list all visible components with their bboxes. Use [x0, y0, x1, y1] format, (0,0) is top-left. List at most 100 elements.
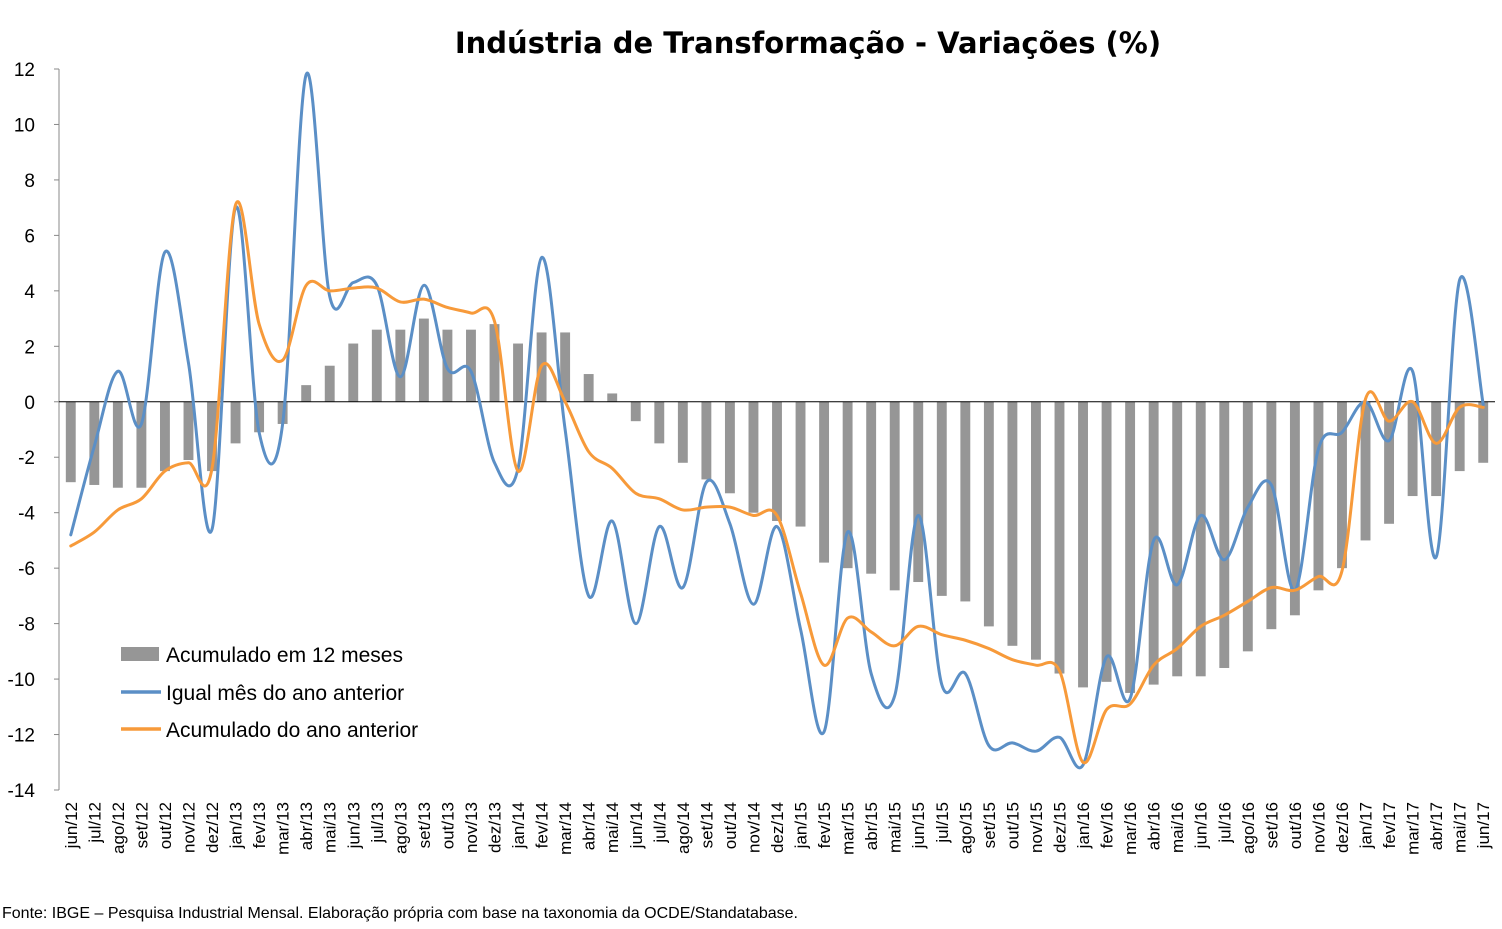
bar-dez-15: [1054, 401, 1065, 674]
x-tick-label: nov/12: [179, 802, 198, 853]
x-tick-label: ago/16: [1239, 802, 1258, 854]
y-tick-label: -8: [18, 615, 35, 636]
x-tick-label: set/12: [132, 802, 151, 848]
bar-out-15: [1007, 401, 1018, 646]
x-tick-label: set/14: [697, 802, 716, 848]
chart-title: Indústria de Transformação - Variações (…: [455, 26, 1161, 60]
y-tick-label: 2: [24, 337, 35, 358]
y-tick-label: -2: [18, 448, 35, 469]
x-tick-label: jul/12: [85, 802, 104, 844]
x-tick-label: ago/14: [674, 802, 693, 854]
y-tick-label: 6: [24, 226, 35, 247]
bar-set-14: [701, 401, 712, 480]
x-axis-ticks: jun/12 jul/12 ago/12 set/12 out/12 nov/12 dez/…: [62, 802, 1493, 855]
bar-mai-13: [324, 365, 335, 402]
bar-jun-17: [1478, 401, 1489, 463]
x-tick-label: mai/15: [886, 802, 905, 853]
x-tick-label: mai/16: [1168, 802, 1187, 853]
x-tick-label: jul/14: [650, 802, 669, 844]
x-tick-label: nov/14: [744, 802, 763, 853]
x-tick-label: fev/16: [1098, 802, 1117, 848]
bar-fev-17: [1384, 401, 1395, 524]
bar-fev-16: [1101, 401, 1112, 682]
x-tick-label: jan/14: [509, 802, 528, 849]
bar-jan-14: [513, 343, 523, 402]
x-tick-label: abr/15: [862, 802, 881, 850]
bar-dez-16: [1337, 401, 1347, 569]
y-tick-label: 0: [24, 393, 35, 414]
bar-nov-13: [466, 329, 476, 402]
bar-jan-15: [795, 401, 806, 527]
x-tick-label: mai/17: [1451, 802, 1470, 853]
bar-mai-16: [1172, 401, 1183, 677]
line-igual-mes-ano-anterior: [69, 71, 1485, 770]
legend: Acumulado em 12 meses Igual mês do ano an…: [121, 644, 418, 742]
x-tick-label: dez/13: [486, 802, 505, 853]
x-tick-label: jan/15: [792, 802, 811, 849]
x-tick-label: abr/16: [1145, 802, 1164, 850]
x-tick-label: mar/14: [556, 802, 575, 855]
y-axis-ticks: 12 10 8 6 4 2 0 -2 -4 -6 -8 -10 -12 -14: [8, 60, 59, 802]
x-tick-label: dez/16: [1333, 802, 1352, 853]
bar-jan-16: [1078, 401, 1088, 688]
x-tick-label: jul/15: [933, 802, 952, 844]
bar-jun-15: [913, 401, 924, 583]
x-tick-label: jun/13: [344, 802, 363, 849]
x-tick-label: set/16: [1262, 802, 1281, 848]
y-tick-label: -12: [8, 726, 35, 747]
y-tick-label: -10: [8, 670, 35, 691]
y-tick-label: 4: [24, 282, 35, 303]
bar-mar-15: [842, 401, 853, 569]
bar-jul-14: [654, 401, 665, 444]
bar-nov-15: [1031, 401, 1041, 660]
x-tick-label: out/14: [721, 802, 740, 849]
legend-swatch-bar: [121, 647, 159, 661]
bar-out-14: [724, 401, 735, 494]
bar-mai-17: [1454, 401, 1465, 472]
x-tick-label: jun/17: [1474, 802, 1493, 849]
x-tick-label: fev/17: [1380, 802, 1399, 848]
bar-jun-13: [348, 343, 359, 402]
bar-abr-17: [1431, 401, 1442, 497]
bar-dez-12: [207, 401, 217, 472]
series-lines: [69, 71, 1485, 770]
bar-set-13: [418, 318, 429, 402]
x-tick-label: mar/17: [1404, 802, 1423, 855]
x-tick-label: jul/16: [1215, 802, 1234, 844]
x-tick-label: dez/14: [768, 802, 787, 853]
x-tick-label: fev/13: [250, 802, 269, 848]
bar-dez-14: [772, 401, 782, 522]
y-tick-label: -6: [18, 559, 35, 580]
bar-fev-13: [254, 401, 265, 433]
x-tick-label: jun/14: [627, 802, 646, 849]
bar-jul-15: [936, 401, 947, 596]
source-note: Fonte: IBGE – Pesquisa Industrial Mensal…: [2, 905, 798, 922]
x-tick-label: jan/13: [227, 802, 246, 849]
bar-out-12: [159, 401, 170, 472]
bar-jul-16: [1219, 401, 1230, 668]
x-tick-label: jul/13: [368, 802, 387, 844]
bar-jul-13: [371, 329, 382, 402]
bar-jan-17: [1360, 401, 1371, 541]
bar-set-16: [1266, 401, 1277, 630]
bar-set-15: [983, 401, 994, 627]
x-tick-label: jan/16: [1074, 802, 1093, 849]
x-tick-label: out/12: [156, 802, 175, 849]
bar-nov-16: [1313, 401, 1324, 591]
bar-jan-13: [230, 401, 241, 444]
y-tick-label: -14: [8, 781, 36, 802]
y-tick-label: 12: [14, 60, 35, 81]
x-tick-label: jun/16: [1192, 802, 1211, 849]
x-tick-label: ago/13: [391, 802, 410, 854]
x-tick-label: ago/15: [956, 802, 975, 854]
legend-label: Acumulado em 12 meses: [166, 644, 403, 667]
x-tick-label: fev/14: [533, 802, 552, 848]
bar-abr-15: [866, 401, 877, 574]
y-tick-label: -4: [18, 504, 35, 525]
bar-ago-16: [1242, 401, 1253, 652]
bar-ago-13: [395, 329, 406, 402]
x-tick-label: out/15: [1003, 802, 1022, 849]
x-tick-label: out/13: [438, 802, 457, 849]
bar-mar-17: [1407, 401, 1418, 497]
